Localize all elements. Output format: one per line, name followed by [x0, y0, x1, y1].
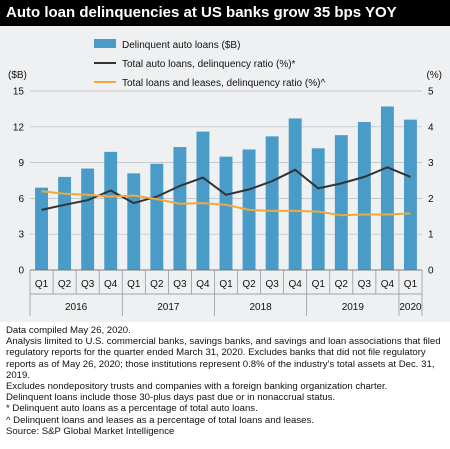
- x-tick-label: Q1: [219, 279, 233, 290]
- bar: [404, 119, 417, 270]
- bar: [35, 187, 48, 270]
- right-axis-unit: (%): [426, 70, 442, 81]
- left-axis-unit: ($B): [8, 70, 27, 81]
- note-compiled: Data compiled May 26, 2020.: [6, 325, 131, 336]
- right-tick-label: 4: [428, 122, 434, 133]
- bar: [334, 135, 348, 270]
- year-label: 2019: [342, 302, 365, 313]
- right-tick-label: 2: [428, 194, 434, 205]
- chart-area: Delinquent auto loans ($B) Total auto loa…: [0, 26, 450, 322]
- bar: [219, 156, 233, 270]
- left-tick-label: 3: [18, 230, 24, 241]
- x-tick-label: Q2: [242, 279, 256, 290]
- bar: [173, 147, 187, 270]
- series-line: [41, 166, 411, 211]
- left-tick-label: 15: [13, 87, 25, 98]
- right-tick-label: 0: [428, 266, 434, 277]
- x-tick-label: Q3: [173, 279, 187, 290]
- year-label: 2016: [65, 302, 88, 313]
- x-tick-label: Q3: [265, 279, 279, 290]
- note-caret: ^ Delinquent loans and leases as a perce…: [6, 414, 314, 426]
- right-tick-label: 3: [428, 158, 434, 169]
- series-line: [41, 190, 411, 217]
- x-tick-label: Q4: [381, 279, 395, 290]
- bar: [265, 136, 279, 270]
- legend-label: Total loans and leases, delinquency rati…: [122, 78, 325, 89]
- year-label: 2020: [399, 302, 422, 313]
- year-label: 2018: [249, 302, 272, 313]
- bar: [81, 168, 95, 270]
- chart-title: Auto loan delinquencies at US banks grow…: [0, 0, 450, 26]
- x-tick-label: Q1: [127, 279, 141, 290]
- x-tick-label: Q3: [358, 279, 372, 290]
- note-excludes: Excludes nondepository trusts and compan…: [6, 381, 388, 393]
- left-tick-label: 0: [18, 266, 24, 277]
- x-tick-label: Q4: [104, 279, 118, 290]
- note-analysis: Analysis limited to U.S. commercial bank…: [6, 336, 441, 381]
- x-tick-label: Q2: [335, 279, 349, 290]
- x-tick-label: Q2: [150, 279, 164, 290]
- right-tick-label: 5: [428, 87, 434, 98]
- left-tick-label: 6: [18, 194, 24, 205]
- bar: [380, 106, 394, 270]
- bar: [58, 176, 72, 270]
- bar: [357, 122, 371, 270]
- x-tick-label: Q4: [289, 279, 303, 290]
- bar: [127, 173, 141, 270]
- chart-svg: Delinquent auto loans ($B) Total auto loa…: [8, 39, 442, 316]
- x-tick-label: Q3: [81, 279, 95, 290]
- bar: [150, 163, 164, 270]
- left-tick-label: 12: [13, 122, 25, 133]
- note-asterisk: * Delinquent auto loans as a percentage …: [6, 403, 258, 415]
- bar: [104, 151, 118, 270]
- legend-label: Delinquent auto loans ($B): [122, 40, 240, 51]
- x-tick-label: Q1: [404, 279, 418, 290]
- x-tick-label: Q1: [312, 279, 326, 290]
- note-delinquent: Delinquent loans include those 30-plus d…: [6, 392, 336, 404]
- x-tick-label: Q4: [196, 279, 210, 290]
- note-source: Source: S&P Global Market Intelligence: [6, 425, 175, 437]
- left-tick-label: 9: [18, 158, 24, 169]
- x-tick-label: Q2: [58, 279, 72, 290]
- x-tick-label: Q1: [35, 279, 49, 290]
- legend-label: Total auto loans, delinquency ratio (%)*: [122, 59, 296, 70]
- bar: [196, 131, 210, 270]
- year-label: 2017: [157, 302, 180, 313]
- footnotes: Data compiled May 26, 2020. Analysis lim…: [6, 325, 446, 437]
- bar: [288, 118, 302, 271]
- legend-swatch-bar: [94, 39, 116, 48]
- bar: [311, 148, 325, 270]
- right-tick-label: 1: [428, 230, 434, 241]
